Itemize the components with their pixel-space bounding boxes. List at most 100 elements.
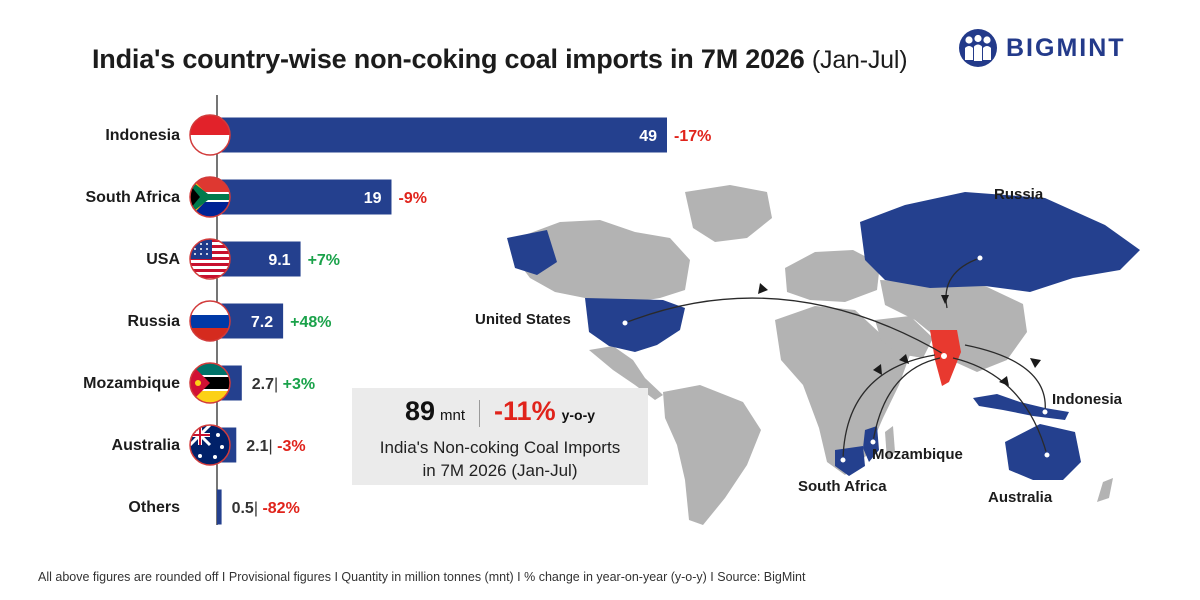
- south-africa-region: [835, 446, 865, 476]
- usa-dot: [621, 319, 629, 327]
- change-label: -3%: [277, 438, 305, 455]
- map-import-countries: [507, 192, 1140, 480]
- value-label: 0.5: [232, 500, 254, 517]
- bar-row: South Africa 19 -9%: [85, 176, 427, 218]
- value-label: 19: [364, 190, 382, 207]
- australia-dot: [1043, 451, 1051, 459]
- value-separator: |: [269, 438, 278, 455]
- summary-total-value: 89: [404, 396, 436, 426]
- arrowhead-usa: [758, 283, 768, 294]
- summary-description: India's Non-coking Coal Imports in 7M 20…: [352, 436, 648, 482]
- route-south-africa-india: [842, 354, 936, 461]
- map-label-indonesia: Indonesia: [1052, 391, 1123, 408]
- map-label-usa: United States: [475, 311, 571, 328]
- madagascar-landmass: [885, 426, 895, 460]
- world-map: [507, 185, 1140, 525]
- bar: [217, 179, 392, 215]
- category-label: USA: [146, 251, 180, 268]
- usa-flag-icon: [190, 239, 230, 279]
- australia-flag-icon: [190, 425, 230, 465]
- category-label: Mozambique: [83, 375, 180, 392]
- summary-change-label: y-o-y: [561, 407, 596, 423]
- arrowhead-indonesia: [1030, 358, 1041, 368]
- change-label: -82%: [262, 500, 299, 517]
- chart-title-main: India's country-wise non-coking coal imp…: [92, 44, 805, 74]
- mozambique-dot: [869, 438, 877, 446]
- trade-route-lines: [624, 257, 1048, 461]
- bar-row: Mozambique 2.7| +3%: [83, 362, 315, 404]
- summary-line3: in 7M 2026 (Jan-Jul): [422, 461, 578, 480]
- bar: [217, 117, 667, 153]
- summary-line2: India's Non-coking Coal Imports: [379, 438, 621, 457]
- south-africa-flag-icon: [190, 177, 230, 217]
- arrowhead-mozambique: [899, 354, 909, 364]
- summary-box: 89 mnt -11% y-o-y India's Non-coking Coa…: [352, 388, 648, 485]
- south-africa-dot: [839, 456, 847, 464]
- bar: [217, 241, 301, 277]
- change-label: +7%: [308, 252, 340, 269]
- bar-chart: Indonesia 49 -17% South Africa 19 -9% USA 9.1 +7…: [83, 95, 711, 525]
- value-label: 2.1: [246, 438, 268, 455]
- brand-name: BIGMINT: [1006, 33, 1126, 62]
- chart-title-period: (Jan-Jul): [811, 46, 908, 74]
- bar-row: Others 0.5| -82%: [128, 489, 300, 525]
- route-indonesia-india: [964, 344, 1046, 413]
- value-label: 49: [639, 128, 657, 145]
- route-mozambique-india: [872, 357, 941, 443]
- footnote: All above figures are rounded off I Prov…: [38, 570, 806, 584]
- category-label: South Africa: [85, 189, 180, 206]
- value-label: 9.1: [268, 252, 290, 269]
- category-label: Australia: [112, 437, 181, 454]
- australia-region: [1005, 424, 1081, 480]
- map-label-russia: Russia: [994, 186, 1044, 203]
- russia-region: [860, 192, 1140, 292]
- summary-headline: 89 mnt -11% y-o-y: [352, 396, 648, 430]
- change-label: +48%: [290, 314, 331, 331]
- arrowhead-russia: [941, 295, 949, 304]
- value-label: 2.7: [252, 376, 274, 393]
- indonesia-flag-icon: [190, 115, 230, 155]
- europe-landmass: [785, 250, 880, 302]
- summary-divider: [479, 399, 481, 427]
- south-america-landmass: [663, 385, 761, 525]
- alaska-region: [507, 230, 557, 275]
- route-australia-india: [952, 357, 1048, 456]
- change-label: +3%: [283, 376, 315, 393]
- summary-change: -11%: [494, 396, 556, 426]
- route-arrowheads: [758, 283, 1041, 386]
- value-separator: |: [254, 500, 263, 517]
- value-separator: |: [274, 376, 283, 393]
- africa-landmass: [775, 306, 911, 475]
- value-change-label: 2.1| -3%: [246, 438, 305, 455]
- country-dots: [621, 254, 1051, 464]
- summary-total-unit: mnt: [440, 407, 466, 424]
- greenland-landmass: [685, 185, 772, 242]
- bar-row: Indonesia 49 -17%: [105, 114, 711, 156]
- canada-landmass: [515, 220, 690, 302]
- value-change-label: 0.5| -82%: [232, 500, 300, 517]
- route-russia-india: [945, 257, 981, 309]
- value-label: 7.2: [251, 314, 273, 331]
- new-zealand-landmass: [1097, 478, 1113, 502]
- bar-row: USA 9.1 +7%: [146, 238, 340, 280]
- change-label: -9%: [398, 190, 426, 207]
- arrowhead-south-africa: [873, 364, 882, 375]
- map-land: [515, 185, 1113, 525]
- arrowhead-australia: [999, 376, 1009, 386]
- map-label-mozambique: Mozambique: [872, 446, 963, 463]
- map-label-south-africa: South Africa: [798, 478, 887, 495]
- bar-row: Australia 2.1| -3%: [112, 424, 306, 466]
- value-change-label: 2.7| +3%: [252, 376, 315, 393]
- bigmint-logo: BIGMINT: [958, 28, 1126, 68]
- mexico-central-america: [589, 346, 663, 400]
- indonesia-dot: [1041, 408, 1049, 416]
- russia-dot: [976, 254, 984, 262]
- china-asia-landmass: [880, 280, 1027, 372]
- category-label: Russia: [128, 313, 181, 330]
- change-label: -17%: [674, 128, 711, 145]
- category-label: Indonesia: [105, 127, 180, 144]
- map-label-australia: Australia: [988, 489, 1053, 506]
- category-label: Others: [128, 499, 180, 516]
- india-dot: [940, 352, 948, 360]
- usa-region: [585, 298, 685, 352]
